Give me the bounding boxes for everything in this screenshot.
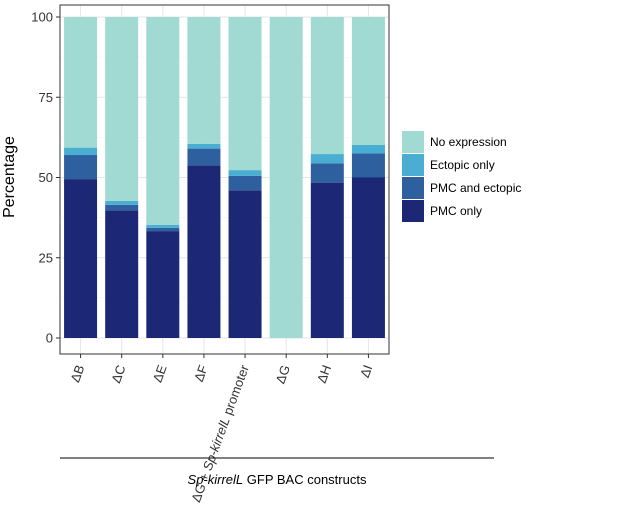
bar-segment [146,225,180,228]
bars [64,17,385,338]
legend-label: No expression [430,135,507,149]
bar-segment [146,231,180,338]
bar-segment [310,182,344,338]
bar-segment [105,204,139,211]
bar-segment [351,144,385,154]
panel-border [59,4,390,355]
x-tick-label: ΔB [67,363,87,384]
legend-swatch [402,154,424,176]
bar-segment [146,17,180,226]
x-group-label: Sp-kirrelL GFP BAC constructs [188,472,367,487]
x-tick-label: ΔC [108,363,128,385]
bar-segment [187,165,221,338]
bar-segment [310,163,344,183]
bar-segment [105,210,139,338]
y-tick-label: 50 [39,170,53,185]
bar-segment [64,147,98,156]
bar-segment [228,190,262,338]
legend-swatch [402,200,424,222]
bar-segment [105,17,139,201]
bar-segment [351,17,385,145]
bar-segment [64,179,98,338]
y-axis-title: Percentage [1,136,18,218]
bar-segment [310,154,344,164]
bar-segment [310,17,344,155]
bar-segment [269,17,303,338]
legend-label: PMC and ectopic [430,181,521,195]
legend-swatch [402,131,424,153]
bar-segment [351,177,385,338]
bar-segment [187,148,221,166]
x-tick-label: ΔG [272,363,293,386]
bar-segment [146,227,180,232]
x-tick-label: ΔH [314,363,334,385]
legend-label: PMC only [430,204,482,218]
bar-segment [64,17,98,148]
bar-segment [228,170,262,176]
legend-label: Ectopic only [430,158,495,172]
y-tick-label: 75 [39,90,53,105]
bar-segment [228,17,262,171]
bar-segment [187,17,221,144]
legend-swatch [402,177,424,199]
y-tick-label: 100 [31,10,53,25]
x-tick-label: ΔF [191,363,211,384]
x-tick-label: ΔE [150,363,170,385]
x-tick-label: ΔI [357,363,375,380]
y-tick-label: 0 [46,331,53,346]
bar-segment [187,143,221,149]
bar-segment [351,153,385,178]
y-tick-label: 25 [39,250,53,265]
bar-segment [64,155,98,180]
bar-segment [228,175,262,191]
legend: No expression Ectopic only PMC and ectopic… [402,131,521,222]
bar-segment [105,200,139,205]
